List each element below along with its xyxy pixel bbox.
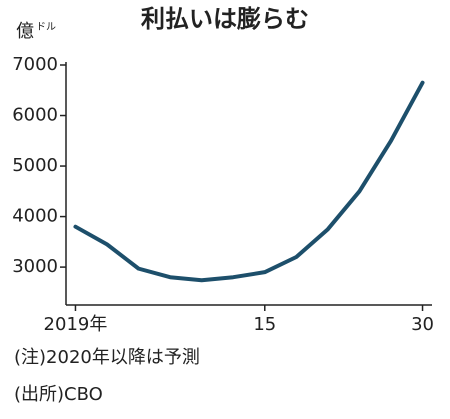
x-tick-label: 30 (411, 314, 434, 335)
note: (出所)CBO (14, 384, 103, 405)
y-tick-label: 3000 (12, 256, 58, 277)
y-label-unit: ドル (36, 22, 56, 33)
y-tick-label: 6000 (12, 105, 58, 126)
line (73, 80, 425, 283)
note: (注)2020年以降は予測 (14, 347, 200, 368)
chart-title: 利払いは膨らむ (141, 5, 309, 33)
y-tick-label: 7000 (12, 54, 58, 75)
x-tick-label: 2019年 (44, 314, 108, 335)
y-tick-label: 5000 (12, 155, 58, 176)
x-tick-label: 15 (253, 314, 276, 335)
y-label: 億 (16, 21, 34, 42)
y-tick-label: 4000 (12, 206, 58, 227)
